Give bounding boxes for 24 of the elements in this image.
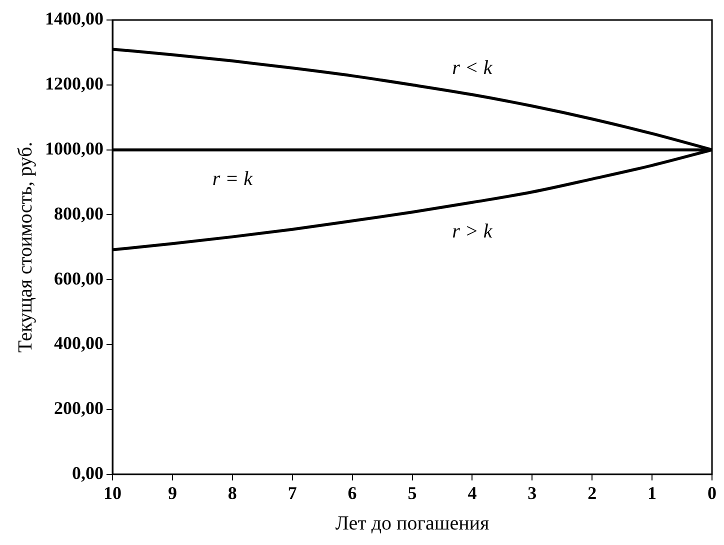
x-tick-label: 10 bbox=[104, 482, 122, 503]
x-tick-label: 8 bbox=[228, 482, 237, 503]
y-tick-label: 600,00 bbox=[54, 268, 104, 288]
x-tick-label: 3 bbox=[528, 482, 537, 503]
series-label: r < k bbox=[452, 56, 494, 79]
x-tick-label: 0 bbox=[708, 482, 716, 503]
y-tick-label: 400,00 bbox=[54, 333, 104, 354]
y-tick-label: 800,00 bbox=[54, 203, 104, 224]
x-tick-label: 1 bbox=[648, 482, 657, 503]
y-axis-title: Текущая стоимость, руб. bbox=[14, 142, 36, 353]
x-tick-label: 6 bbox=[348, 482, 357, 503]
x-axis-title: Лет до погашения bbox=[335, 512, 490, 534]
x-tick-label: 5 bbox=[408, 482, 417, 503]
series-label: r = k bbox=[212, 168, 254, 190]
y-tick-label: 1200,00 bbox=[45, 74, 104, 94]
x-tick-label: 7 bbox=[288, 482, 297, 503]
x-tick-label: 2 bbox=[588, 482, 597, 503]
y-tick-label: 1400,00 bbox=[45, 8, 104, 29]
x-tick-label: 9 bbox=[168, 482, 177, 503]
x-tick-label: 4 bbox=[468, 482, 477, 503]
y-tick-label: 1000,00 bbox=[45, 138, 104, 158]
y-tick-label: 200,00 bbox=[54, 398, 104, 418]
y-tick-label: 0,00 bbox=[72, 463, 104, 484]
series-label: r > k bbox=[452, 220, 494, 243]
